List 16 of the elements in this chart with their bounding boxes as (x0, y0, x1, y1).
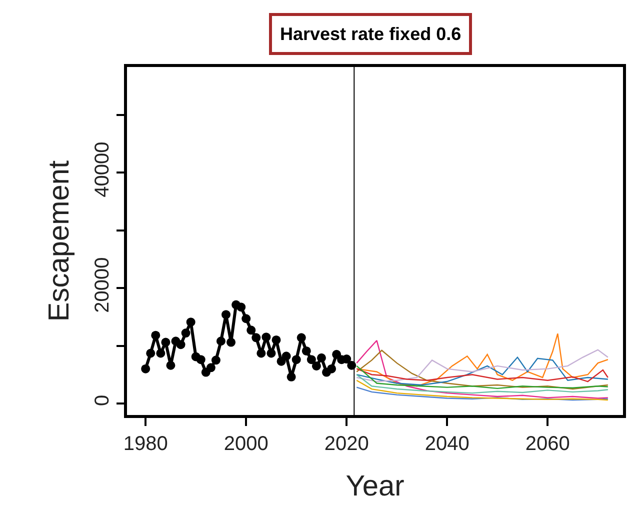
y-tick-label: 40000 (91, 142, 114, 198)
x-tick-label: 2040 (424, 432, 470, 455)
y-axis-title: Escapement (44, 160, 76, 322)
y-tick-label: 20000 (91, 257, 114, 313)
x-axis-title: Year (346, 470, 405, 503)
x-tick-label: 2020 (324, 432, 369, 455)
line-series (356, 349, 609, 382)
x-tick-label: 2060 (525, 432, 570, 455)
y-tick-label: 0 (91, 394, 114, 406)
x-tick-label: 2000 (224, 432, 268, 455)
chart-title: Harvest rate fixed 0.6 (280, 24, 462, 44)
line-series (356, 356, 609, 386)
line-series (356, 374, 609, 394)
line-series (356, 350, 609, 390)
line-series (356, 380, 609, 401)
x-tick-label: 1980 (123, 432, 168, 455)
